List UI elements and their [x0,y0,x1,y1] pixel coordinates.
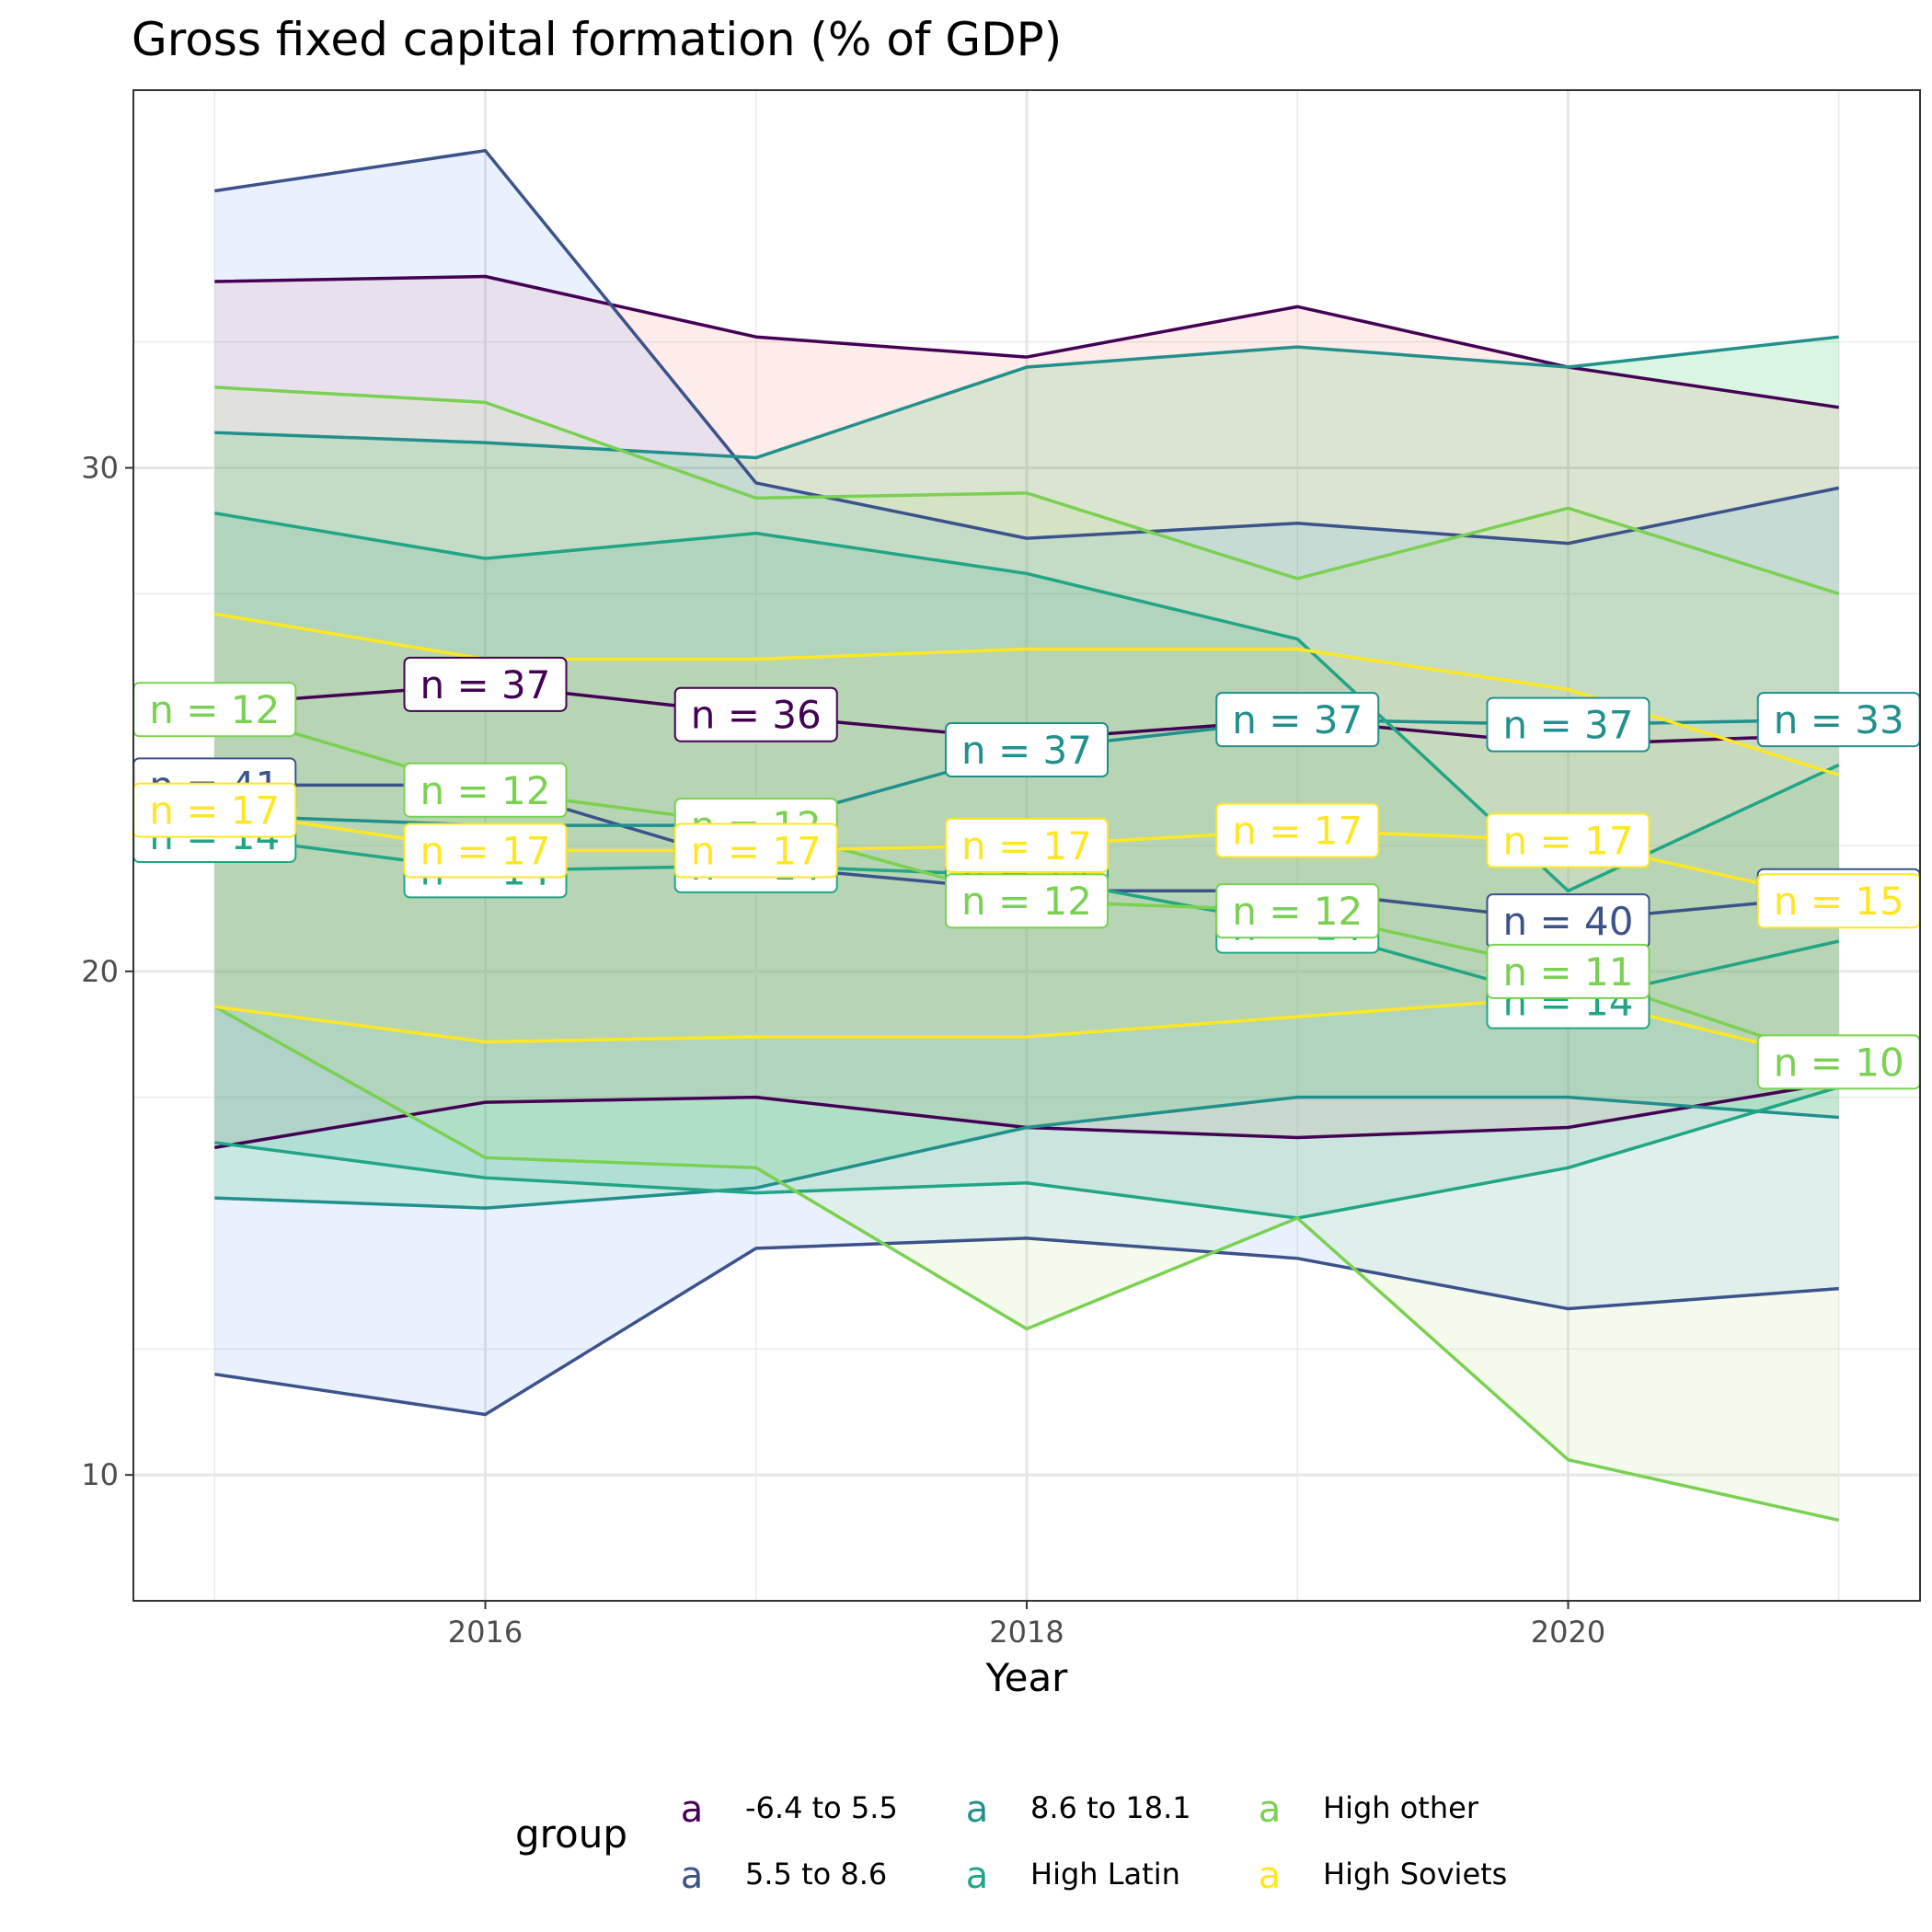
n-label-text: n = 17 [149,788,280,834]
line-lower-8.6 to 18.1 [214,1095,1839,1210]
line-lower-5.5 to 8.6 [214,1236,1839,1417]
legend-item: a -6.4 to 5.5 [681,1788,898,1831]
line-upper-5.5 to 8.6 [214,148,1840,546]
legend-label: 5.5 to 8.6 [745,1857,887,1892]
x-tick-label: 2020 [1531,1615,1605,1650]
legend-label: High Soviets [1323,1857,1507,1892]
n-label-box [1486,696,1650,753]
n-label-box [1486,812,1650,868]
n-label-box [1215,692,1380,748]
chart-title: Gross fixed capital formation (% of GDP) [132,13,1063,66]
legend-label: 8.6 to 18.1 [1030,1790,1191,1825]
line-upper-8.6 to 18.1 [214,335,1839,460]
n-label: n = 37 [403,656,568,712]
line-upper-High other [214,385,1840,596]
n-label: n = 37 [945,722,1109,778]
n-label-box [945,722,1109,778]
legend-item: a 5.5 to 8.6 [681,1855,888,1897]
n-label: n = 17 [132,782,297,838]
n-label: n = 17 [673,822,838,879]
n-label-text: n = 12 [149,687,280,732]
n-label-text: n = 37 [420,662,551,707]
n-label-text: n = 12 [961,879,1092,924]
n-label-text: n = 37 [1503,703,1634,748]
n-label-text: n = 10 [1774,1040,1904,1085]
legend-item: a High Soviets [1259,1855,1508,1897]
legend-key-glyph: a [1259,1855,1282,1897]
n-label-box [945,873,1109,929]
n-label: n = 37 [1215,692,1380,748]
n-label: n = 12 [403,762,568,818]
n-label-text: n = 37 [961,728,1092,773]
ribbon--6.4 to 5.5 [214,276,1839,1148]
n-label-text: n = 17 [691,828,822,873]
n-label: n = 11 [1486,943,1650,999]
legend-title: group [515,1811,627,1857]
line-lower-High Latin [214,1086,1840,1220]
line-lower-High other [213,1005,1840,1523]
legend-key-glyph: a [966,1788,989,1831]
y-tick-label: 30 [81,451,119,486]
n-label: n = 33 [1756,692,1921,748]
n-label: n = 12 [945,873,1109,929]
n-label-box [1486,943,1650,999]
legend-key-glyph: a [1259,1788,1282,1831]
legend-key-glyph: a [966,1855,989,1897]
legend-key-glyph: a [681,1855,704,1897]
legend-label: High other [1323,1790,1479,1825]
n-label: n = 10 [1756,1034,1921,1090]
y-tick-label: 10 [81,1457,119,1492]
n-label: n = 17 [403,822,568,879]
n-label: n = 12 [132,682,297,738]
n-label-box [403,762,568,818]
x-tick-label: 2018 [989,1615,1064,1650]
n-label-text: n = 12 [420,768,551,813]
n-label: n = 17 [1486,812,1650,868]
n-label-text: n = 33 [1774,697,1904,742]
n-label-text: n = 15 [1774,879,1904,924]
n-label-text: n = 17 [1232,809,1363,854]
n-label: n = 12 [1215,883,1380,939]
legend-item: a High Latin [966,1855,1180,1897]
n-label: n = 40 [1486,893,1650,949]
n-label-box [673,822,838,879]
x-axis-title: Year [985,1655,1069,1700]
n-label-text: n = 12 [1232,889,1363,934]
n-label-box [945,818,1109,873]
n-label: n = 37 [1486,696,1650,753]
n-label-box [1215,802,1380,858]
n-label-box [403,822,568,879]
n-label: n = 17 [945,818,1109,873]
n-label: n = 15 [1756,873,1921,929]
legend-item: a 8.6 to 18.1 [966,1788,1191,1831]
n-label-text: n = 17 [1503,819,1634,864]
n-label-text: n = 36 [691,693,822,738]
n-label-text: n = 17 [961,823,1092,868]
n-label-text: n = 37 [1232,697,1363,742]
x-tick-label: 2016 [448,1615,523,1650]
n-label: n = 36 [673,686,838,742]
axes: 10 20 30 2016 2018 2020 Year [81,451,1605,1701]
y-tick-label: 20 [81,954,119,989]
n-label-text: n = 40 [1503,899,1634,944]
n-label-box [1215,883,1380,939]
legend-key-glyph: a [681,1788,704,1831]
legend-label: High Latin [1030,1857,1180,1892]
n-label-box [673,686,838,742]
legend-item: a High other [1259,1788,1479,1831]
n-label-text: n = 11 [1503,949,1634,995]
line-upper-High Latin [213,512,1840,893]
legend: group a -6.4 to 5.5 a 5.5 to 8.6 a 8.6 to 18.1… [515,1788,1507,1897]
n-labels: n = 37n = 36n = 41n = 40n = 30n = 37n = … [132,656,1921,1090]
legend-label: -6.4 to 5.5 [745,1790,898,1825]
n-label-box [403,656,568,712]
n-label: n = 17 [1215,802,1380,858]
n-label-text: n = 17 [420,828,551,873]
